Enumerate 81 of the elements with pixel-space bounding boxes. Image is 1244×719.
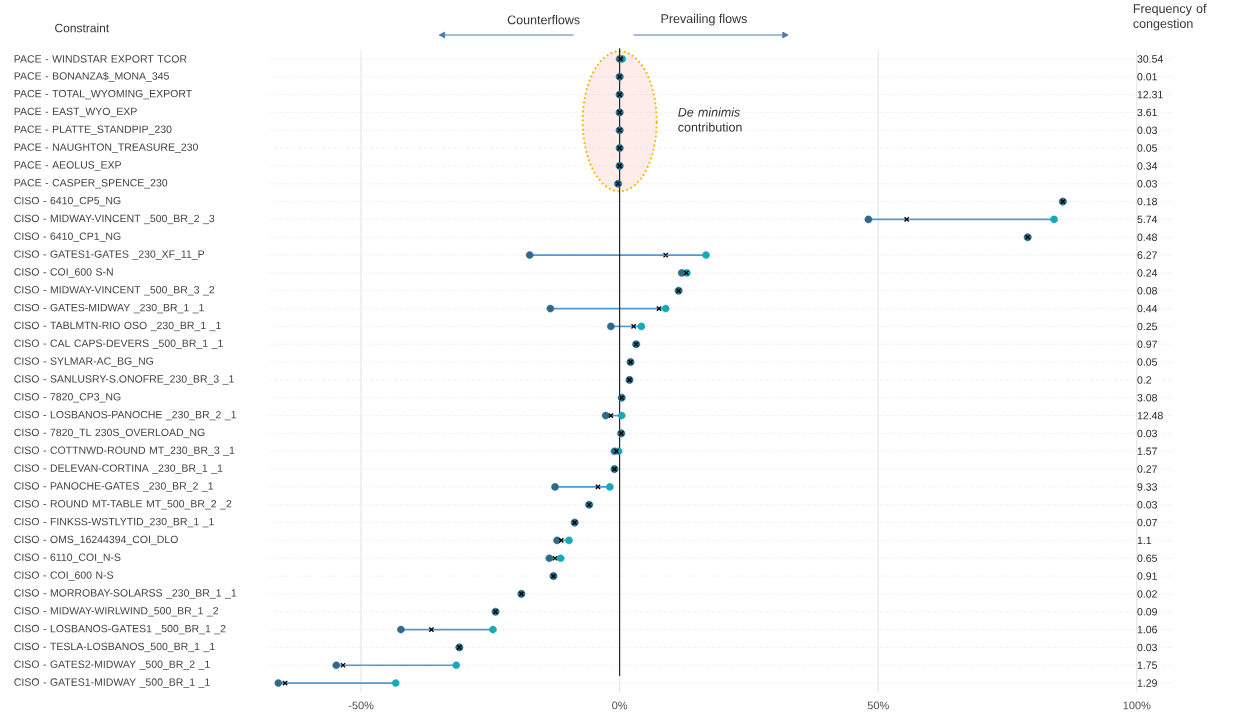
- annotation: 1.1: [1137, 536, 1152, 545]
- y-tick-label: CISO - 6410_CP1_NG: [14, 232, 121, 242]
- y-tick-label: PACE - WINDSTAR EXPORT TCOR: [14, 55, 187, 63]
- annotation: 0.44: [1137, 304, 1158, 313]
- y-tick-label: PACE - CASPER_SPENCE_230: [14, 179, 168, 189]
- x-tick-label: 0%: [612, 701, 628, 710]
- text: Frequency of congestion: [1133, 3, 1207, 31]
- annotation: 0.05: [1137, 358, 1157, 366]
- annotation: 0.18: [1137, 197, 1157, 206]
- y-tick-label: CISO - COI_600 S-N: [14, 268, 113, 278]
- y-axis-title: Constraint: [55, 23, 110, 33]
- y-tick-label: CISO - 6110_COI_N-S: [14, 553, 121, 563]
- annotation: 0.02: [1137, 590, 1157, 598]
- annotation: 0.03: [1137, 180, 1157, 188]
- annotation: 0.91: [1137, 572, 1157, 580]
- x-tick-label: 100%: [1123, 701, 1151, 710]
- annotation: 12.31: [1137, 90, 1163, 99]
- text: Counterflows: [507, 15, 580, 25]
- y-tick-label: CISO - GATES1-MIDWAY _500_BR_1 _1: [14, 678, 210, 688]
- annotation: De minimis contribution: [678, 107, 742, 132]
- y-tick-label: PACE - TOTAL_WYOMING_EXPORT: [14, 89, 192, 100]
- annotation: 1.75: [1137, 661, 1157, 669]
- y-tick-label: CISO - MIDWAY-WIRLWIND_500_BR_1 _2: [14, 607, 219, 617]
- y-tick-label: PACE - EAST_WYO_EXP: [14, 107, 137, 118]
- annotation: 0.07: [1137, 518, 1157, 527]
- y-tick-label: CISO - SANLUSRY-S.ONOFRE_230_BR_3 _1: [14, 375, 234, 385]
- annotation: 5.74: [1137, 215, 1158, 224]
- y-tick-label: CISO - 6410_CP5_NG: [14, 196, 121, 207]
- annotation: 0.05: [1137, 144, 1157, 152]
- text: Prevailing flows: [661, 13, 747, 26]
- annotation: 0.09: [1137, 608, 1157, 616]
- annotation: 0.01: [1137, 73, 1157, 81]
- y-tick-label: CISO - COTTNWD-ROUND MT_230_BR_3 _1: [14, 446, 235, 456]
- annotation: 0.34: [1137, 162, 1158, 170]
- x-tick-label: 50%: [867, 701, 889, 710]
- y-tick-label: CISO - TESLA-LOSBANOS_500_BR_1 _1: [14, 642, 215, 653]
- annotation: 0.24: [1137, 269, 1158, 277]
- y-tick-label: CISO - TABLMTN-RIO OSO _230_BR_1 _1: [14, 321, 221, 332]
- annotation: 6.27: [1137, 251, 1157, 259]
- annotation: 0.27: [1137, 465, 1157, 473]
- y-tick-label: CISO - LOSBANOS-PANOCHE _230_BR_2 _1: [14, 410, 236, 421]
- y-tick-label: CISO - 7820_CP3_NG: [14, 393, 121, 403]
- y-tick-label: CISO - LOSBANOS-GATES1 _500_BR_1 _2: [14, 624, 226, 635]
- annotation: 1.06: [1137, 625, 1157, 634]
- annotation: 1.57: [1137, 447, 1157, 455]
- annotation: 3.08: [1137, 394, 1157, 402]
- y-tick-label: CISO - MORROBAY-SOLARSS _230_BR_1 _1: [14, 589, 237, 599]
- y-tick-label: CISO - MIDWAY-VINCENT _500_BR_3 _2: [14, 286, 215, 296]
- y-tick-label: PACE - PLATTE_STANDPIP_230: [14, 125, 172, 135]
- y-tick-label: CISO - 7820_TL 230S_OVERLOAD_NG: [14, 428, 205, 439]
- annotation: 1.29: [1137, 679, 1157, 687]
- y-tick-label: CISO - GATES-MIDWAY _230_BR_1 _1: [14, 303, 204, 314]
- y-tick-label: CISO - FINKSS-WSTLYTID_230_BR_1 _1: [14, 517, 214, 528]
- annotation: 0.03: [1137, 643, 1157, 652]
- annotation: 0.08: [1137, 287, 1157, 295]
- y-tick-label: CISO - DELEVAN-CORTINA _230_BR_1 _1: [14, 464, 223, 474]
- y-tick-label: PACE - BONANZA$_MONA_345: [14, 71, 169, 82]
- x-tick-label: -50%: [348, 701, 374, 710]
- y-tick-label: CISO - SYLMAR-AC_BG_NG: [14, 357, 154, 367]
- annotation: 9.33: [1137, 483, 1157, 491]
- annotation: 12.48: [1137, 411, 1163, 420]
- y-tick-label: CISO - COI_600 N-S: [14, 571, 114, 581]
- y-tick-label: CISO - CAL CAPS-DEVERS _500_BR_1 _1: [14, 339, 223, 349]
- annotation: 30.54: [1137, 55, 1163, 63]
- annotation: 0.03: [1137, 429, 1157, 438]
- y-tick-label: CISO - ROUND MT-TABLE MT_500_BR_2 _2: [14, 500, 232, 510]
- y-tick-label: PACE - AEOLUS_EXP: [14, 161, 121, 171]
- annotation: 0.03: [1137, 126, 1157, 134]
- y-tick-label: CISO - OMS_16244394_COI_DLO: [14, 535, 178, 546]
- y-tick-label: CISO - GATES2-MIDWAY _500_BR_2 _1: [14, 660, 210, 670]
- annotation: 0.03: [1137, 501, 1157, 509]
- annotation: 0.25: [1137, 322, 1157, 331]
- y-tick-label: CISO - GATES1-GATES _230_XF_11_P: [14, 250, 205, 260]
- y-tick-label: CISO - MIDWAY-VINCENT _500_BR_2 _3: [14, 214, 215, 225]
- annotation: 3.61: [1137, 108, 1157, 117]
- annotation: 0.65: [1137, 554, 1157, 562]
- y-tick-label: PACE - NAUGHTON_TREASURE_230: [14, 143, 198, 153]
- y-tick-label: CISO - PANOCHE-GATES _230_BR_2 _1: [14, 482, 214, 492]
- annotation: 0.97: [1137, 340, 1157, 348]
- annotation: 0.2: [1137, 376, 1152, 384]
- annotation: 0.48: [1137, 233, 1157, 241]
